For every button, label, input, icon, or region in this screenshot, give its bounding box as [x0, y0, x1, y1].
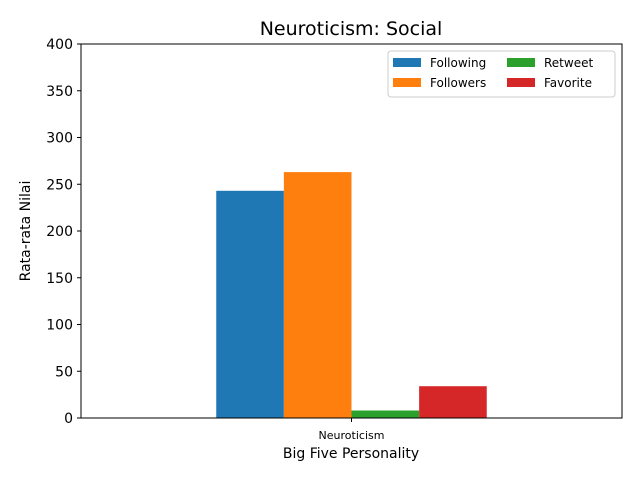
legend-swatch-retweet — [507, 58, 535, 67]
bar-favorite — [419, 386, 487, 418]
legend: Following Followers Retweet Favorite — [387, 50, 616, 98]
y-tick-label: 400 — [46, 37, 73, 53]
bars-group — [216, 172, 487, 418]
legend-swatch-favorite — [507, 78, 535, 87]
y-tick-label: 100 — [46, 318, 73, 334]
y-axis: 0 50 100 150 200 250 300 350 400 — [46, 37, 81, 427]
legend-label-favorite: Favorite — [544, 76, 592, 90]
plot-frame — [80, 43, 623, 419]
legend-swatch-followers — [393, 78, 421, 87]
legend-label-followers: Followers — [430, 76, 486, 90]
y-tick-label: 300 — [46, 131, 73, 147]
legend-frame — [387, 50, 616, 98]
bar-following — [216, 190, 284, 418]
chart-title: Neuroticism: Social — [260, 18, 443, 40]
x-tick-label: Neuroticism — [319, 429, 385, 442]
bar-followers — [283, 172, 352, 418]
legend-label-following: Following — [430, 56, 486, 70]
y-tick-label: 150 — [46, 271, 73, 287]
y-tick-label: 50 — [55, 364, 73, 380]
y-tick-label: 0 — [64, 411, 73, 427]
legend-swatch-following — [393, 58, 421, 67]
y-tick-label: 350 — [46, 84, 73, 100]
y-tick-label: 250 — [46, 177, 73, 193]
y-tick-label: 200 — [46, 224, 73, 240]
x-axis-label: Big Five Personality — [283, 446, 419, 462]
y-axis-label: Rata-rata Nilai — [18, 181, 34, 282]
bar-retweet — [351, 410, 420, 418]
x-axis: Neuroticism — [319, 418, 385, 442]
legend-label-retweet: Retweet — [544, 56, 593, 70]
